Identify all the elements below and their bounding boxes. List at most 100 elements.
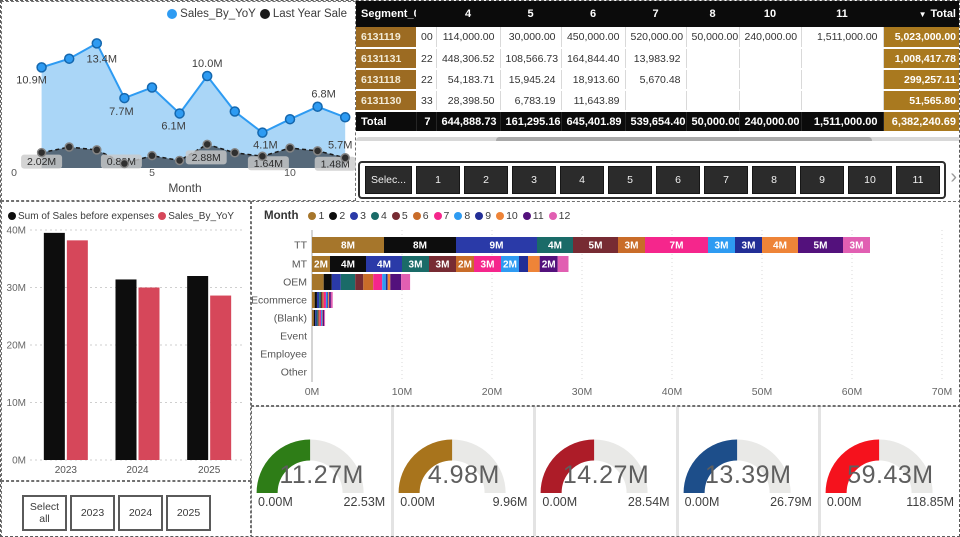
- last-year-point[interactable]: [257, 151, 268, 162]
- stacked-segment[interactable]: [355, 274, 364, 290]
- total-value-cell[interactable]: 645,401.89: [561, 111, 626, 133]
- last-year-point[interactable]: [312, 146, 323, 156]
- pager-button[interactable]: 8: [752, 166, 796, 194]
- last-year-point[interactable]: [202, 139, 212, 150]
- value-cell[interactable]: [801, 48, 884, 70]
- last-year-point[interactable]: [174, 155, 185, 166]
- column-header[interactable]: 5: [500, 1, 561, 27]
- value-cell[interactable]: [801, 90, 884, 112]
- value-cell[interactable]: 11,643.89: [561, 90, 626, 112]
- last-year-point[interactable]: [92, 145, 102, 155]
- row-total-cell[interactable]: 51,565.80: [883, 90, 959, 112]
- stacked-segment[interactable]: [328, 292, 330, 308]
- pager-button[interactable]: 3: [512, 166, 556, 194]
- legend-item[interactable]: Sales_By_YoY: [167, 8, 256, 20]
- stacked-segment[interactable]: [762, 237, 798, 253]
- value-cell[interactable]: [739, 48, 802, 70]
- column-header[interactable]: 8: [686, 1, 739, 27]
- clipped-cell[interactable]: 00: [416, 27, 437, 49]
- stacked-segment[interactable]: [314, 292, 317, 308]
- stacked-segment[interactable]: [316, 310, 318, 326]
- pager-button[interactable]: 5: [608, 166, 652, 194]
- sales-yoy-point[interactable]: [63, 53, 75, 64]
- legend-item[interactable]: 10: [496, 210, 518, 222]
- bar-2023[interactable]: [66, 240, 88, 460]
- last-year-point[interactable]: [230, 148, 240, 158]
- stacked-segment[interactable]: [402, 256, 429, 272]
- gauge-card[interactable]: 11.27M 0.00M 22.53M: [252, 407, 392, 536]
- stacked-segment[interactable]: [313, 310, 316, 326]
- stacked-segment[interactable]: [318, 310, 320, 326]
- bar-2025[interactable]: [187, 276, 209, 460]
- legend-item[interactable]: 6: [412, 210, 429, 222]
- legend-item[interactable]: 4: [371, 210, 387, 222]
- clipped-cell[interactable]: 33: [416, 90, 437, 112]
- stacked-segment[interactable]: [557, 256, 569, 272]
- sales-yoy-point[interactable]: [257, 127, 268, 138]
- legend-item[interactable]: 2: [329, 210, 345, 222]
- pager-button[interactable]: 6: [656, 166, 700, 194]
- column-header[interactable]: 6: [561, 1, 625, 27]
- legend-item[interactable]: 11: [522, 210, 544, 222]
- stacked-segment[interactable]: [312, 237, 384, 253]
- legend-item[interactable]: Sales_By_YoY: [158, 211, 234, 222]
- value-cell[interactable]: [801, 69, 884, 91]
- stacked-segment[interactable]: [331, 274, 341, 290]
- stacked-segment[interactable]: [401, 274, 411, 290]
- bar-2024[interactable]: [138, 287, 160, 461]
- last-year-point[interactable]: [36, 147, 47, 158]
- stacked-segment[interactable]: [708, 237, 735, 253]
- value-cell[interactable]: 164,844.40: [561, 48, 626, 70]
- legend-item[interactable]: Sum of Sales before expenses: [8, 211, 154, 222]
- year-button[interactable]: 2024: [118, 495, 163, 531]
- value-cell[interactable]: 13,983.92: [625, 48, 687, 70]
- legend-item[interactable]: 3: [350, 210, 366, 222]
- pager-next-button[interactable]: ›: [950, 166, 957, 188]
- stacked-segment[interactable]: [735, 237, 762, 253]
- stacked-segment[interactable]: [387, 274, 391, 290]
- pager-button[interactable]: 7: [704, 166, 748, 194]
- row-header-cell[interactable]: 6131131: [356, 48, 416, 70]
- row-total-cell[interactable]: 299,257.11: [883, 69, 959, 91]
- value-cell[interactable]: [625, 90, 687, 112]
- stacked-segment[interactable]: [329, 292, 331, 308]
- stacked-segment[interactable]: [501, 256, 519, 272]
- sales-yoy-line-chart[interactable]: 2.02M0.88M2.88M1.64M1.48M10.9M13.4M7.7M6…: [2, 2, 357, 202]
- channel-month-stacked-chart[interactable]: 0M 10M 20M 30M 40M 50M 60M 70M TT 8M 8M 9M 4M 5M 3M 7M 3…: [252, 224, 960, 405]
- total-value-cell[interactable]: 240,000.00: [739, 111, 802, 133]
- sales-yoy-point[interactable]: [339, 112, 351, 123]
- value-cell[interactable]: 28,398.50: [436, 90, 501, 112]
- value-cell[interactable]: [686, 69, 740, 91]
- stacked-segment[interactable]: [519, 256, 528, 272]
- bar-2023[interactable]: [43, 232, 65, 460]
- stacked-segment[interactable]: [340, 274, 356, 290]
- value-cell[interactable]: 450,000.00: [561, 27, 626, 49]
- pager-button[interactable]: 1: [416, 166, 460, 194]
- stacked-segment[interactable]: [327, 292, 329, 308]
- clipped-cell[interactable]: 22: [416, 48, 437, 70]
- stacked-segment[interactable]: [384, 237, 456, 253]
- column-header[interactable]: Segment_0: [356, 1, 416, 27]
- stacked-segment[interactable]: [322, 292, 324, 308]
- pager-button[interactable]: 11: [896, 166, 940, 194]
- last-year-point[interactable]: [147, 150, 157, 161]
- stacked-segment[interactable]: [312, 310, 314, 326]
- stacked-segment[interactable]: [323, 274, 332, 290]
- row-header-cell[interactable]: 6131118: [356, 69, 416, 91]
- total-value-cell[interactable]: 50,000.00: [686, 111, 740, 133]
- value-cell[interactable]: 54,183.71: [436, 69, 501, 91]
- column-header[interactable]: 7: [625, 1, 686, 27]
- value-cell[interactable]: 5,670.48: [625, 69, 687, 91]
- stacked-segment[interactable]: [323, 292, 326, 308]
- stacked-segment[interactable]: [312, 274, 324, 290]
- scrollbar-thumb[interactable]: [496, 137, 872, 144]
- stacked-segment[interactable]: [324, 310, 326, 326]
- value-cell[interactable]: [739, 69, 802, 91]
- column-header[interactable]: [416, 1, 436, 27]
- gauge-card[interactable]: 4.98M 0.00M 9.96M: [394, 407, 534, 536]
- table-horizontal-scrollbar[interactable]: [356, 137, 959, 144]
- sales-yoy-point[interactable]: [36, 62, 47, 73]
- stacked-segment[interactable]: [319, 310, 321, 326]
- stacked-segment[interactable]: [321, 310, 322, 326]
- value-cell[interactable]: 520,000.00: [625, 27, 687, 49]
